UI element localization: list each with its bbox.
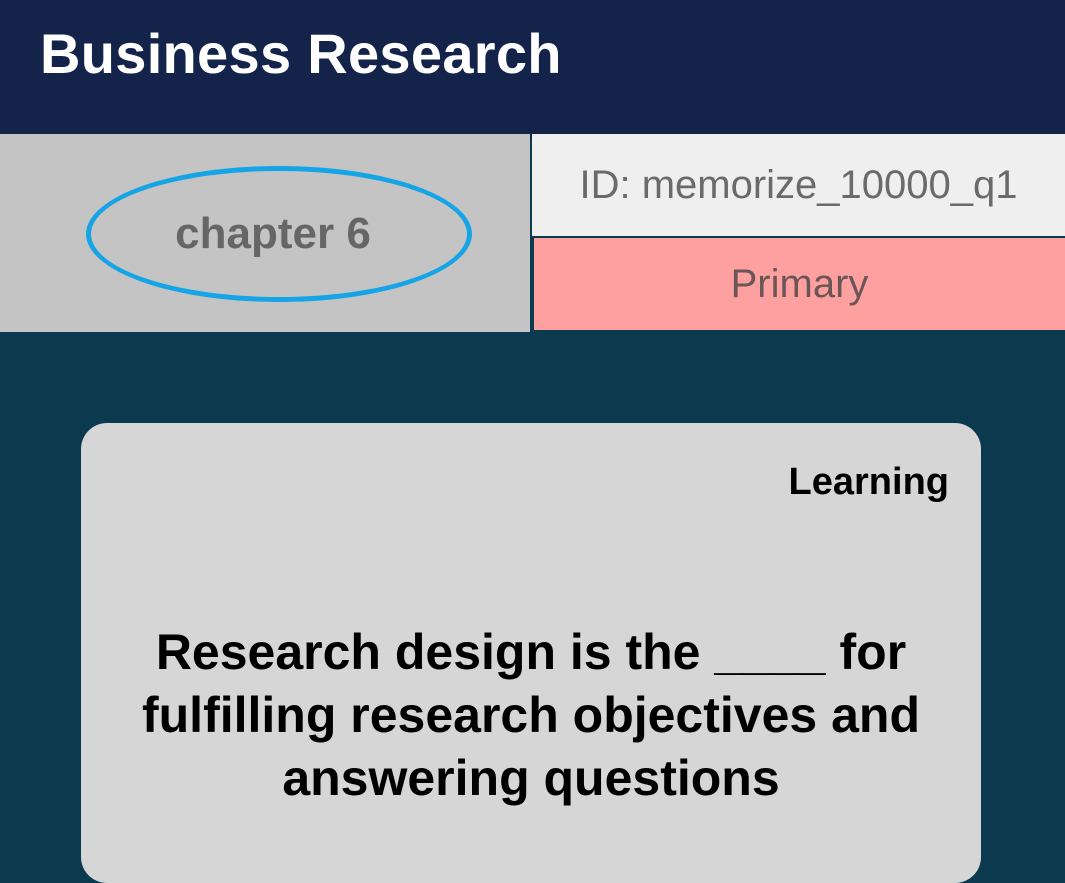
flashcard[interactable]: Learning Research design is the ____ for…: [81, 423, 981, 883]
app-title: Business Research: [40, 22, 562, 85]
chapter-panel[interactable]: chapter 6: [0, 134, 530, 332]
category-badge[interactable]: Primary: [534, 238, 1065, 330]
card-status-label: Learning: [788, 461, 949, 503]
card-question-text: Research design is the ____ for fulfilli…: [141, 624, 920, 806]
app-bar: Business Research: [0, 0, 1065, 134]
chapter-highlight-oval: [86, 166, 472, 302]
chapter-label[interactable]: chapter 6: [175, 209, 371, 258]
info-row: chapter 6 ID: memorize_10000_q1 Primary: [0, 134, 1065, 332]
question-id-label: ID: memorize_10000_q1: [532, 134, 1065, 236]
